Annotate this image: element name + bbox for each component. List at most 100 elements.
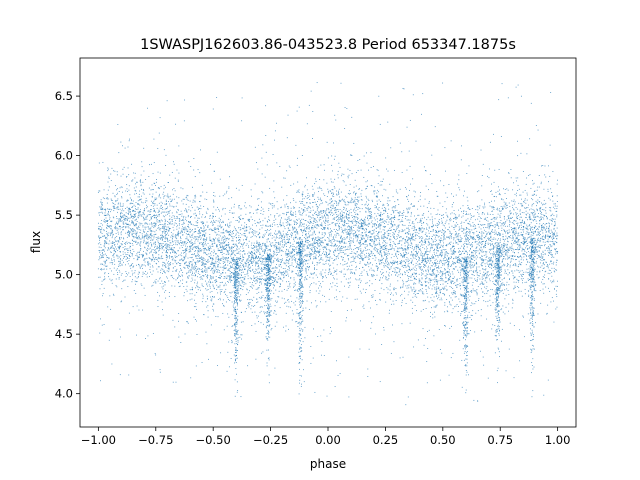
data-point <box>269 260 271 262</box>
data-point <box>442 283 444 285</box>
data-point <box>413 205 415 207</box>
data-point <box>274 244 276 246</box>
data-point <box>407 272 409 273</box>
data-point <box>453 221 454 223</box>
data-point <box>543 267 545 269</box>
data-point <box>188 161 190 163</box>
data-point <box>211 229 213 231</box>
data-point <box>309 255 310 257</box>
data-point <box>327 224 329 226</box>
data-point <box>512 200 514 202</box>
data-point <box>279 232 281 234</box>
data-point <box>373 193 375 195</box>
data-point <box>263 311 265 313</box>
data-point <box>414 196 416 198</box>
data-point <box>333 218 335 220</box>
data-point <box>253 271 255 273</box>
data-point <box>357 160 359 161</box>
data-point <box>309 202 311 204</box>
data-point <box>308 247 310 249</box>
data-point <box>247 272 249 274</box>
data-point <box>453 292 455 294</box>
data-point <box>205 288 207 290</box>
data-point <box>333 241 335 242</box>
data-point <box>405 251 406 253</box>
data-point <box>239 300 241 301</box>
data-point <box>405 285 407 287</box>
data-point <box>517 224 518 226</box>
data-point <box>107 189 109 191</box>
data-point <box>419 268 421 270</box>
data-point <box>297 252 299 253</box>
data-point <box>180 269 182 271</box>
data-point <box>517 244 519 246</box>
data-point <box>240 214 242 216</box>
data-point <box>345 278 347 280</box>
data-point <box>486 281 488 283</box>
data-point <box>387 204 389 206</box>
data-point <box>171 247 173 249</box>
data-point <box>238 242 240 243</box>
data-point <box>351 215 353 217</box>
data-point <box>493 245 495 247</box>
data-point <box>218 222 220 224</box>
data-point <box>487 300 489 302</box>
data-point <box>420 227 422 229</box>
data-point <box>288 259 290 261</box>
data-point <box>345 204 347 206</box>
data-point <box>194 209 196 211</box>
data-point <box>266 241 268 243</box>
data-point <box>385 271 387 273</box>
data-point <box>160 186 162 188</box>
data-point <box>101 253 103 254</box>
data-point <box>360 239 362 241</box>
data-point <box>250 286 252 288</box>
data-point <box>506 288 508 290</box>
data-point <box>208 229 210 231</box>
data-point <box>415 272 417 274</box>
data-point <box>288 281 290 282</box>
data-point <box>536 241 538 243</box>
data-point <box>394 224 396 226</box>
data-point <box>135 264 137 266</box>
data-point <box>217 239 219 241</box>
data-point <box>154 199 156 201</box>
data-point <box>355 210 357 212</box>
data-point <box>176 202 178 204</box>
data-point <box>253 275 255 277</box>
data-point <box>310 244 312 246</box>
data-point <box>368 231 370 233</box>
data-point <box>195 269 197 271</box>
data-point <box>312 209 314 211</box>
data-point <box>330 240 332 242</box>
data-point <box>123 221 125 223</box>
data-point <box>339 245 340 247</box>
data-point <box>317 208 319 210</box>
data-point <box>336 222 338 224</box>
data-point <box>133 210 135 212</box>
data-point <box>523 231 524 233</box>
data-point <box>503 255 504 257</box>
data-point <box>115 216 117 217</box>
data-point <box>494 224 496 226</box>
data-point <box>404 272 406 273</box>
data-point <box>144 223 146 225</box>
data-point <box>469 316 471 318</box>
data-point <box>143 170 145 172</box>
data-point <box>189 228 191 230</box>
data-point <box>382 246 384 248</box>
data-point <box>351 251 353 253</box>
data-point <box>218 258 220 259</box>
data-point <box>389 244 390 246</box>
data-point <box>544 271 546 273</box>
data-point <box>541 244 543 246</box>
data-point <box>322 249 324 251</box>
data-point <box>106 228 108 229</box>
data-point <box>149 164 151 166</box>
data-point <box>195 225 197 227</box>
data-point <box>169 244 171 246</box>
data-point <box>379 246 381 248</box>
data-point <box>280 232 282 234</box>
data-point <box>402 286 404 288</box>
data-point <box>351 230 353 232</box>
